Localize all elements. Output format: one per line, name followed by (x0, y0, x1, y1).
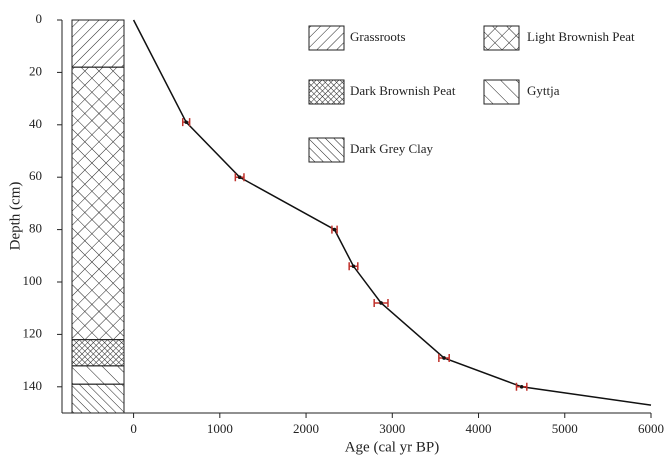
data-point (237, 175, 242, 179)
legend-swatch (308, 79, 345, 105)
lithology-layer (71, 339, 125, 367)
y-tick-label: 20 (29, 63, 42, 78)
legend-label: Grassroots (350, 29, 406, 44)
y-tick-label: 100 (23, 273, 43, 288)
x-tick-label: 2000 (293, 421, 319, 436)
age-depth-line (132, 19, 652, 406)
y-tick-label: 40 (29, 116, 42, 131)
x-axis-title: Age (cal yr BP) (345, 439, 440, 455)
y-axis-title: Depth (cm) (7, 182, 23, 251)
data-point (184, 120, 188, 124)
data-point (332, 227, 337, 232)
lithology-layer (71, 365, 125, 385)
data-point (351, 264, 356, 269)
y-tick-label: 60 (29, 168, 42, 183)
y-tick-label: 80 (29, 221, 42, 236)
legend-label: Dark Brownish Peat (350, 83, 456, 98)
legend-swatch (308, 25, 345, 51)
legend-swatch (483, 79, 520, 105)
legend-label: Gyttja (527, 83, 560, 98)
legend-swatch (308, 137, 345, 163)
lithology-layer (71, 19, 125, 68)
lithology-layer (71, 66, 125, 341)
data-point (519, 385, 524, 389)
x-tick-label: 4000 (466, 421, 492, 436)
x-tick-label: 5000 (552, 421, 578, 436)
lithology-layer (71, 383, 125, 414)
x-tick-label: 1000 (207, 421, 233, 436)
data-point (442, 356, 446, 360)
x-tick-label: 3000 (379, 421, 405, 436)
legend-label: Dark Grey Clay (350, 141, 434, 156)
y-tick-label: 0 (36, 11, 43, 26)
legend-swatch (483, 25, 520, 51)
legend-label: Light Brownish Peat (527, 29, 635, 44)
x-tick-label: 6000 (638, 421, 664, 436)
y-tick-label: 120 (23, 325, 43, 340)
data-point (379, 301, 383, 305)
y-tick-label: 140 (23, 378, 43, 393)
x-tick-label: 0 (130, 421, 137, 436)
